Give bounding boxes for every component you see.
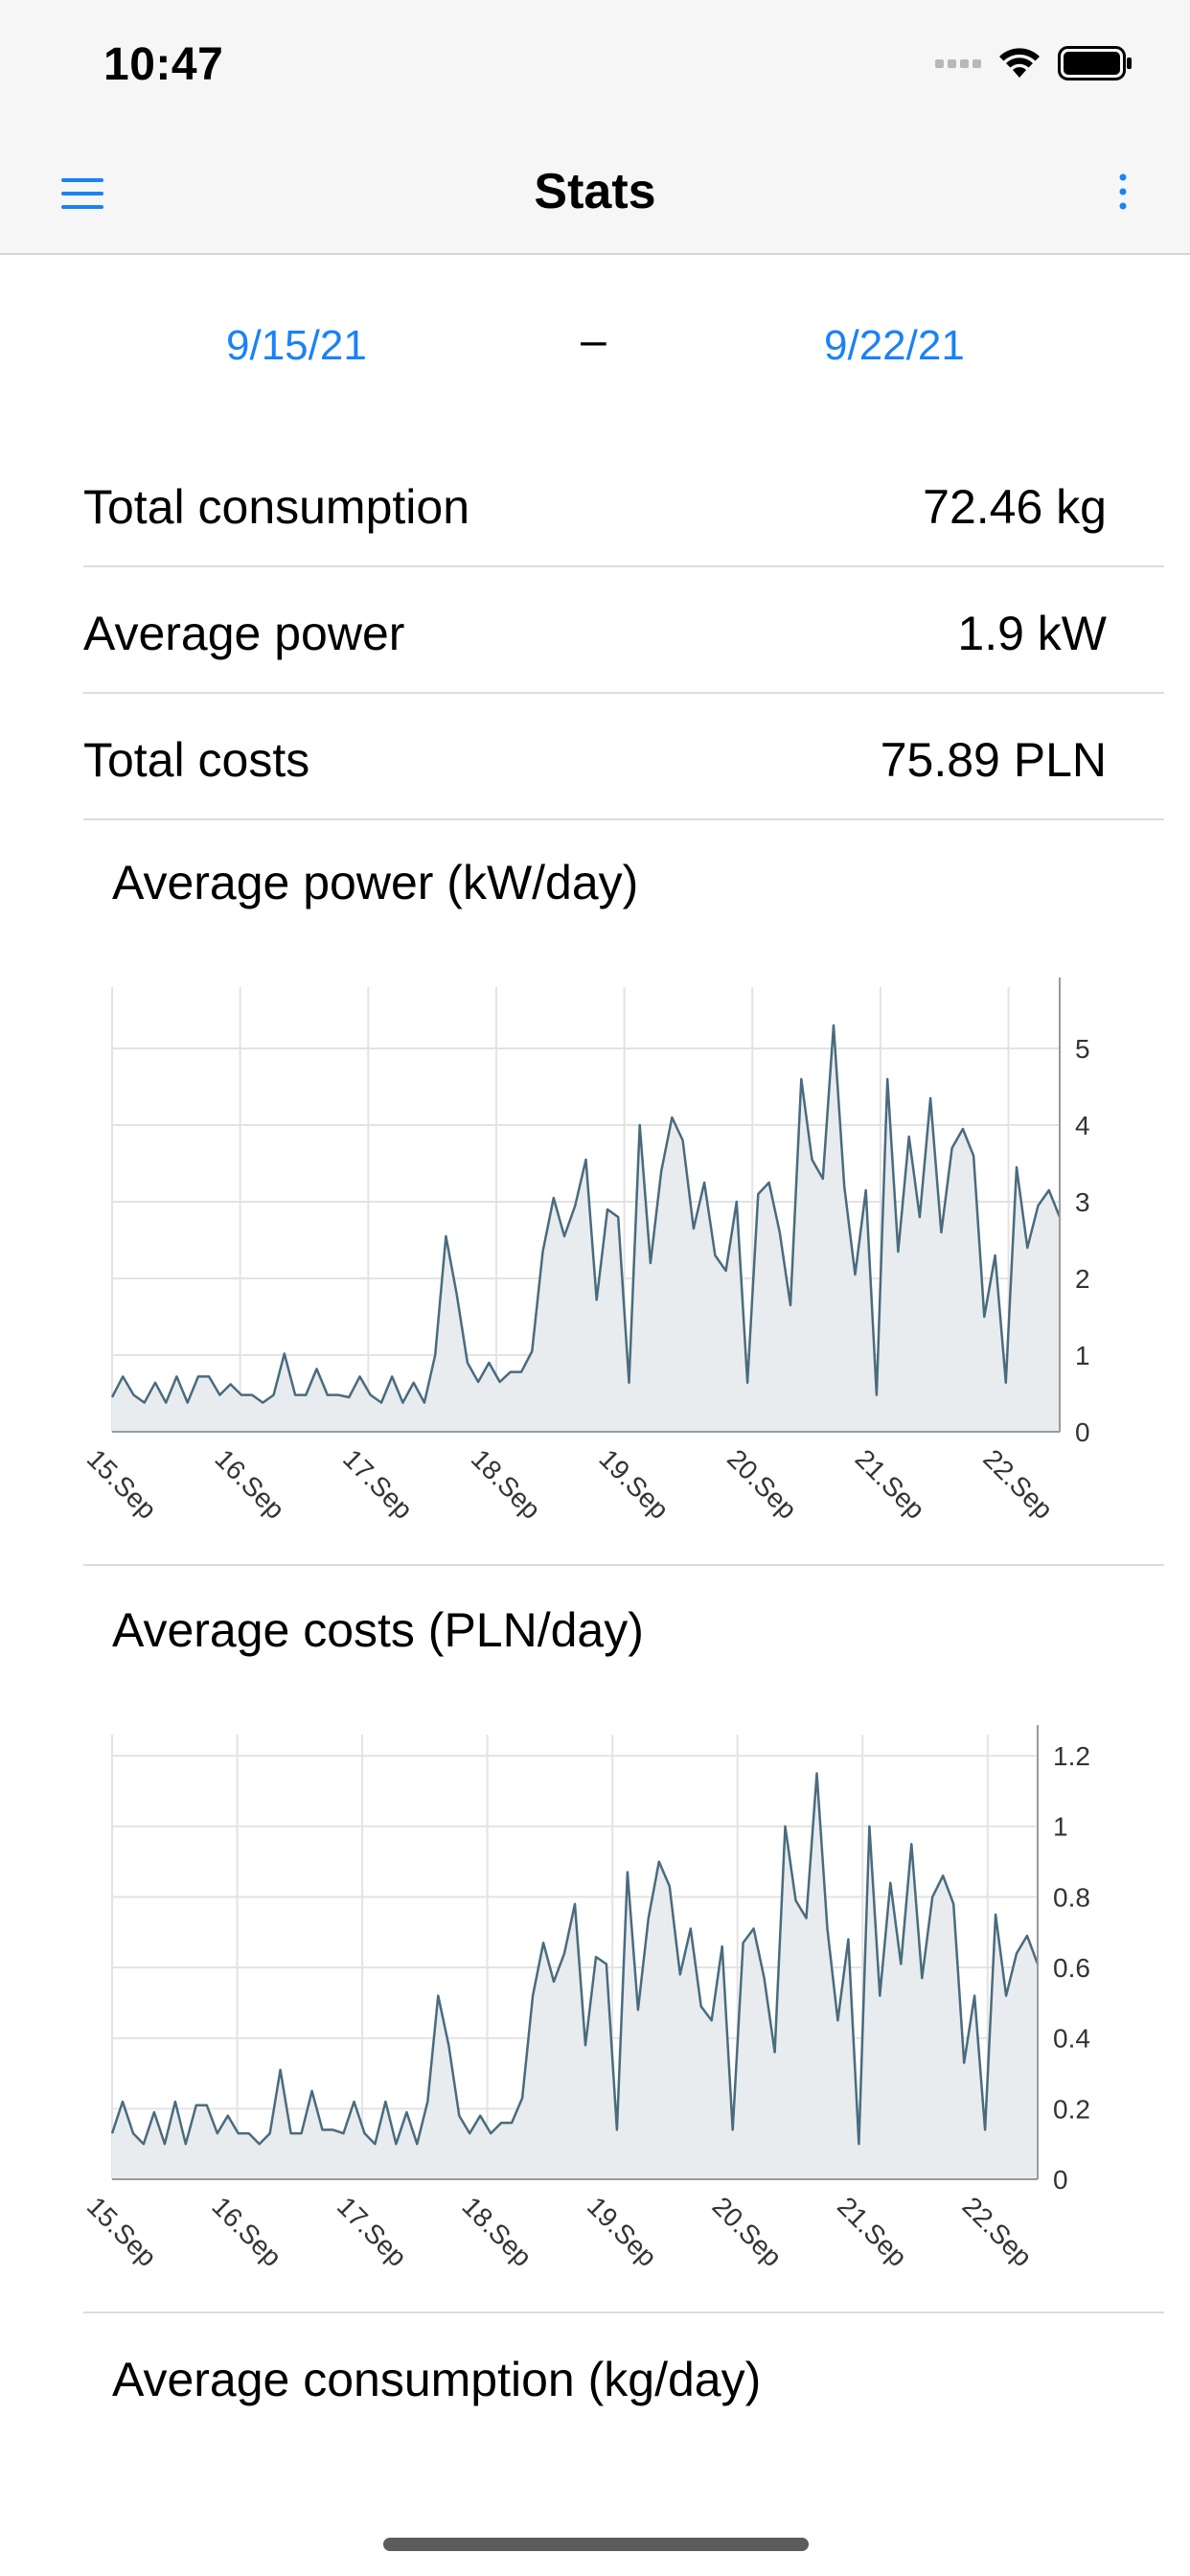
x-tick-label: 17.Sep — [337, 1443, 419, 1525]
date-separator: – — [581, 315, 606, 366]
status-time: 10:47 — [103, 39, 224, 90]
menu-button[interactable] — [57, 169, 107, 218]
battery-icon — [1058, 46, 1132, 80]
y-tick-label: 0.6 — [1053, 1953, 1090, 1983]
hamburger-menu-icon — [61, 178, 103, 209]
y-tick-label: 3 — [1075, 1187, 1090, 1217]
stat-value: 72.46 kg — [923, 480, 1107, 534]
x-tick-label: 16.Sep — [206, 2191, 287, 2272]
stat-label: Total consumption — [83, 480, 470, 534]
series-area — [112, 1773, 1038, 2179]
page-title: Stats — [534, 164, 656, 219]
y-tick-label: 0.4 — [1053, 2024, 1090, 2054]
x-tick-label: 21.Sep — [832, 2191, 913, 2272]
navigation-bar: Stats — [0, 134, 1190, 255]
x-tick-label: 20.Sep — [706, 2191, 788, 2272]
x-tick-label: 19.Sep — [593, 1443, 675, 1525]
average-power-chart: 0 1 2 3 4 5 15.Sep 16.Sep 17.Sep 18.Sep 19.Sep 20.S… — [81, 978, 1090, 1525]
x-tick-label: 21.Sep — [850, 1443, 931, 1525]
divider — [83, 1564, 1164, 1566]
stat-row-total-costs: Total costs 75.89 PLN — [83, 694, 1164, 820]
stat-value: 1.9 kW — [957, 607, 1107, 660]
wifi-icon — [999, 48, 1040, 78]
divider — [83, 2312, 1164, 2313]
y-tick-label: 2 — [1075, 1264, 1090, 1294]
stat-label: Total costs — [83, 733, 310, 787]
stat-row-total-consumption: Total consumption 72.46 kg — [83, 441, 1164, 567]
y-tick-label: 0.8 — [1053, 1882, 1090, 1912]
series-line — [110, 1024, 1062, 1404]
home-indicator — [383, 2538, 809, 2551]
y-tick-label: 5 — [1075, 1034, 1090, 1064]
y-tick-label: 1 — [1075, 1341, 1090, 1370]
y-tick-label: 1 — [1053, 1812, 1068, 1842]
more-options-button[interactable] — [1104, 163, 1142, 220]
chart-title-average-power: Average power (kW/day) — [112, 856, 639, 909]
x-tick-label: 15.Sep — [81, 2191, 163, 2272]
more-vertical-icon — [1119, 173, 1127, 210]
x-tick-label: 16.Sep — [209, 1443, 290, 1525]
x-tick-label: 20.Sep — [721, 1443, 803, 1525]
date-range: 9/15/21 – 9/22/21 — [0, 253, 1190, 441]
status-bar: 10:47 — [0, 0, 1190, 134]
x-tick-label: 22.Sep — [977, 1443, 1059, 1525]
status-icons — [935, 44, 1133, 82]
stat-row-average-power: Average power 1.9 kW — [83, 567, 1164, 694]
x-tick-label: 18.Sep — [456, 2191, 538, 2272]
y-tick-label: 0.2 — [1053, 2094, 1090, 2124]
start-date-button[interactable]: 9/15/21 — [226, 322, 367, 369]
average-costs-chart: 0 0.2 0.4 0.6 0.8 1 1.2 15.Sep 16.Sep 17.Sep 18.Se… — [81, 1725, 1090, 2272]
chart-title-average-costs: Average costs (PLN/day) — [112, 1603, 644, 1657]
end-date-button[interactable]: 9/22/21 — [824, 322, 965, 369]
y-tick-label: 4 — [1075, 1111, 1090, 1140]
x-tick-label: 15.Sep — [81, 1443, 163, 1525]
stat-value: 75.89 PLN — [880, 733, 1107, 787]
stat-label: Average power — [83, 607, 405, 660]
y-tick-label: 0 — [1053, 2165, 1068, 2195]
y-tick-label: 1.2 — [1053, 1741, 1090, 1771]
x-tick-label: 19.Sep — [582, 2191, 663, 2272]
series-line — [110, 1772, 1040, 2146]
x-tick-label: 17.Sep — [332, 2191, 413, 2272]
x-tick-label: 22.Sep — [957, 2191, 1039, 2272]
y-tick-label: 0 — [1075, 1417, 1090, 1447]
chart-title-average-consumption: Average consumption (kg/day) — [112, 2353, 762, 2406]
series-area — [112, 1025, 1060, 1432]
x-tick-label: 18.Sep — [466, 1443, 547, 1525]
cellular-signal-icon — [935, 58, 981, 68]
